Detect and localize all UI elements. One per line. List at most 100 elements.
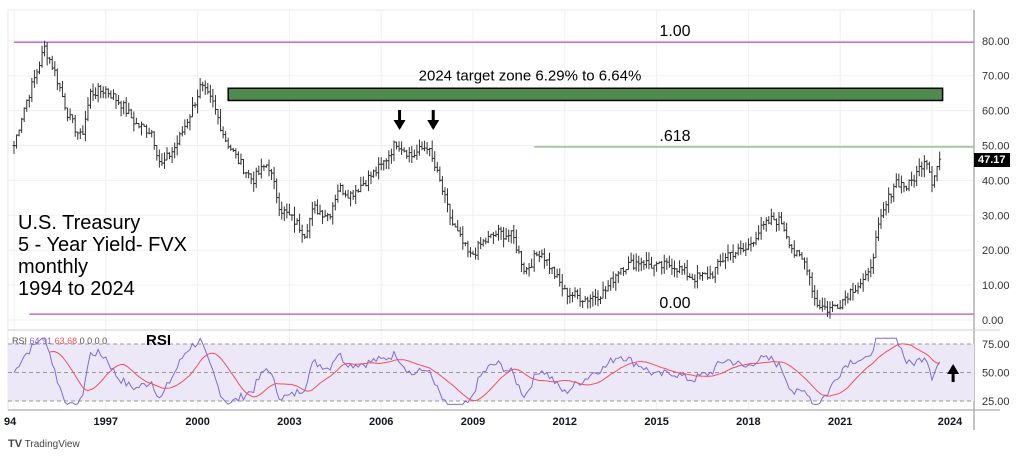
price-tick-label: 60.00 (982, 106, 1010, 118)
ohlc-bar (446, 188, 449, 213)
ohlc-bar (596, 290, 600, 307)
ohlc-bar (486, 231, 490, 244)
ohlc-bar (369, 171, 373, 185)
ohlc-bar (310, 201, 314, 226)
ohlc-bar (535, 251, 539, 257)
x-tick-label: 2009 (461, 416, 485, 428)
ohlc-bar (759, 216, 763, 240)
ohlc-bar (412, 149, 416, 158)
ohlc-bar (866, 267, 870, 282)
fib-label: .618 (659, 128, 690, 145)
ohlc-bar (91, 83, 95, 101)
ohlc-bar (15, 134, 19, 149)
ohlc-bar (280, 201, 284, 220)
ohlc-bar (558, 268, 562, 287)
ohlc-bar (400, 141, 404, 155)
ohlc-bar (685, 259, 689, 281)
title-line: 5 - Year Yield- FVX (18, 234, 187, 256)
ohlc-bar (346, 189, 350, 199)
ohlc-bar (828, 301, 832, 319)
tradingview-logo[interactable]: TV TradingView (8, 438, 80, 450)
x-tick-label: 2015 (644, 416, 668, 428)
ohlc-bar (683, 262, 687, 275)
ohlc-bar (252, 171, 256, 192)
ohlc-bar (282, 206, 286, 221)
ohlc-bar (517, 245, 521, 254)
ohlc-bar (899, 175, 903, 194)
ohlc-bar (295, 218, 299, 225)
rsi-ma-value: 63.68 (54, 336, 78, 346)
ohlc-bar (308, 217, 312, 239)
ohlc-bar (706, 266, 710, 280)
ohlc-bar (497, 224, 500, 241)
price-tick-label: 10.00 (982, 280, 1010, 292)
x-tick-label: 2021 (828, 416, 852, 428)
ohlc-bar (114, 93, 118, 110)
price-tick-label: 70.00 (982, 71, 1010, 83)
ohlc-bar (856, 282, 860, 295)
ohlc-bar (889, 193, 893, 204)
rsi-legend-label: RSI (12, 336, 28, 346)
ohlc-bar (797, 249, 801, 257)
ohlc-bar (83, 110, 87, 142)
ohlc-bar (854, 285, 857, 293)
ohlc-bar (468, 247, 472, 258)
chart-title: U.S. Treasury 5 - Year Yield- FVX monthl… (18, 212, 187, 300)
ohlc-bar (591, 291, 595, 307)
ohlc-bar (843, 290, 847, 306)
ohlc-bar (374, 166, 378, 177)
ohlc-bar (155, 145, 159, 161)
ohlc-bar (690, 273, 694, 280)
ohlc-bar (43, 40, 47, 57)
ohlc-bar (859, 278, 863, 289)
ohlc-bar (433, 151, 437, 172)
x-tick-label: 94 (4, 416, 17, 428)
ohlc-bar (708, 265, 712, 280)
ohlc-bar (458, 226, 462, 237)
rsi-legend[interactable]: RSI 64.91 63.68 0 0 0 0 (12, 336, 107, 346)
ohlc-bar (453, 223, 457, 228)
rsi-tick-label: 75.00 (982, 339, 1010, 351)
ohlc-bar (823, 297, 827, 310)
ohlc-bar (461, 226, 465, 250)
ohlc-bar (198, 78, 202, 99)
ohlc-bar (655, 261, 659, 272)
ohlc-bar (639, 257, 643, 272)
ohlc-bar (315, 199, 319, 215)
ohlc-bar (221, 126, 225, 139)
ohlc-bar (338, 182, 342, 193)
ohlc-bar (905, 185, 908, 191)
ohlc-bar (364, 179, 368, 187)
ohlc-bar (907, 179, 911, 192)
ohlc-bar (629, 252, 633, 263)
price-tick-label: 0.00 (982, 315, 1003, 327)
ohlc-bar (780, 211, 784, 225)
ohlc-bar (494, 230, 498, 238)
ohlc-bar (565, 287, 569, 305)
ohlc-bar (555, 268, 559, 278)
ohlc-bar (417, 139, 421, 156)
ohlc-bar (428, 147, 432, 157)
ohlc-bar (124, 97, 128, 117)
ohlc-bar (12, 140, 16, 154)
ohlc-bar (104, 86, 108, 99)
ohlc-bar (525, 267, 529, 275)
ohlc-bar (356, 188, 360, 193)
ohlc-bar (157, 149, 161, 168)
ohlc-bar (599, 296, 602, 304)
ohlc-bar (242, 158, 245, 175)
ohlc-bar (300, 224, 304, 243)
target-zone-label: 2024 target zone 6.29% to 6.64% (419, 67, 642, 84)
ohlc-bar (871, 253, 875, 274)
ohlc-bar (787, 236, 791, 249)
ohlc-bar (502, 227, 506, 248)
x-tick-label: 2006 (369, 416, 393, 428)
ohlc-bar (101, 86, 105, 99)
ohlc-bar (736, 243, 740, 256)
ohlc-bar (287, 203, 291, 216)
ohlc-bar (509, 230, 513, 244)
rsi-ma-line (49, 343, 940, 402)
ohlc-bar (168, 152, 172, 160)
